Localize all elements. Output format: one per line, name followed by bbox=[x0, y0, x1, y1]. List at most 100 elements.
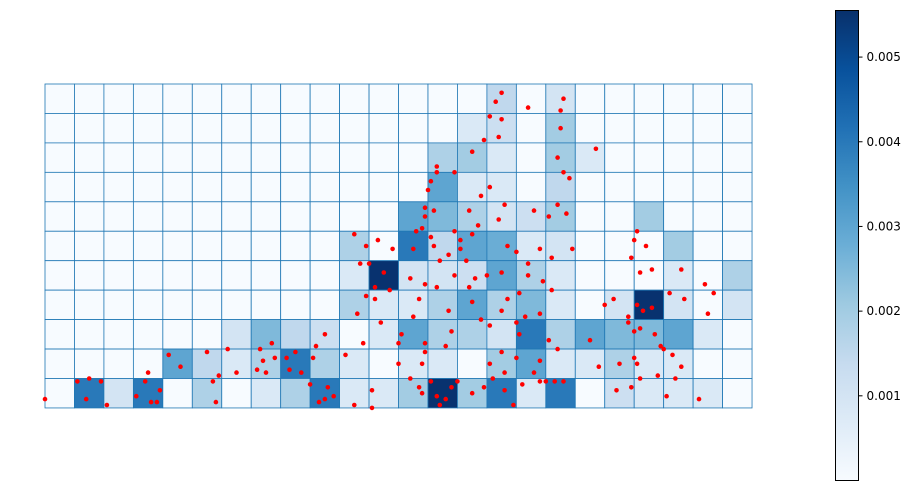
heatmap-cell bbox=[103, 113, 134, 144]
data-point bbox=[546, 337, 552, 343]
data-point bbox=[213, 399, 219, 405]
data-point bbox=[673, 376, 678, 381]
heatmap-cell bbox=[663, 260, 694, 291]
data-point bbox=[466, 284, 472, 290]
data-point bbox=[166, 352, 171, 358]
data-point bbox=[670, 352, 675, 358]
heatmap-cell bbox=[44, 378, 75, 409]
data-point bbox=[416, 296, 422, 302]
data-point bbox=[664, 393, 669, 399]
data-point bbox=[452, 273, 457, 278]
heatmap-cell bbox=[191, 230, 223, 262]
data-point bbox=[552, 379, 557, 384]
heatmap-cell bbox=[250, 171, 282, 203]
data-point bbox=[322, 396, 328, 402]
data-point bbox=[134, 393, 139, 399]
data-point bbox=[487, 114, 493, 119]
heatmap-cell bbox=[604, 142, 635, 173]
heatmap-cell bbox=[221, 378, 252, 409]
heatmap-cell bbox=[368, 378, 399, 409]
data-point bbox=[631, 329, 637, 334]
heatmap-cell bbox=[162, 289, 193, 320]
data-point bbox=[481, 385, 487, 390]
heatmap-cell bbox=[103, 201, 134, 232]
data-point bbox=[469, 149, 475, 154]
data-point bbox=[487, 184, 493, 190]
heatmap-cell bbox=[309, 83, 341, 114]
heatmap-cell bbox=[692, 83, 723, 114]
data-point bbox=[216, 373, 222, 378]
data-point bbox=[637, 376, 643, 381]
data-point bbox=[543, 379, 549, 384]
data-point bbox=[549, 287, 554, 293]
data-point bbox=[496, 134, 502, 140]
data-point bbox=[408, 376, 413, 381]
data-point bbox=[178, 364, 183, 370]
data-point bbox=[469, 390, 475, 396]
data-point bbox=[390, 246, 395, 252]
data-point bbox=[396, 340, 401, 346]
data-point bbox=[422, 205, 428, 210]
data-point bbox=[520, 382, 525, 387]
heatmap-cell bbox=[692, 260, 723, 291]
heatmap-cell bbox=[309, 171, 341, 203]
heatmap-cell bbox=[368, 348, 399, 379]
data-point bbox=[369, 405, 375, 411]
heatmap-cell bbox=[280, 83, 311, 114]
colorbar-tick-label: 0.005 bbox=[867, 50, 901, 64]
data-point bbox=[234, 370, 239, 375]
heatmap-cell bbox=[221, 113, 252, 144]
data-point bbox=[443, 343, 449, 349]
data-point bbox=[449, 385, 454, 390]
heatmap-cell bbox=[663, 230, 694, 262]
data-point bbox=[363, 293, 369, 299]
heatmap-cell bbox=[515, 260, 547, 291]
data-point bbox=[299, 370, 304, 375]
heatmap-cell bbox=[633, 142, 665, 173]
data-point bbox=[307, 382, 313, 387]
data-point bbox=[525, 261, 531, 266]
heatmap-cell bbox=[692, 201, 723, 232]
heatmap-cell bbox=[44, 230, 75, 262]
heatmap-cell bbox=[74, 319, 105, 350]
heatmap-cell bbox=[250, 378, 282, 409]
data-point bbox=[363, 243, 369, 249]
heatmap-cell bbox=[574, 201, 606, 232]
data-point bbox=[375, 237, 381, 243]
heatmap-cell bbox=[74, 230, 105, 262]
data-point bbox=[555, 155, 560, 160]
data-point bbox=[493, 99, 499, 104]
data-point bbox=[204, 349, 210, 355]
heatmap-cell bbox=[427, 348, 458, 379]
data-point bbox=[570, 246, 575, 252]
heatmap-cell bbox=[515, 113, 547, 144]
heatmap-cell bbox=[103, 171, 134, 203]
heatmap-cell bbox=[44, 201, 75, 232]
heatmap-cell bbox=[44, 260, 75, 291]
data-point bbox=[464, 258, 469, 264]
data-point bbox=[437, 402, 443, 408]
heatmap-cell bbox=[663, 83, 694, 114]
data-point bbox=[614, 388, 619, 393]
heatmap-cell bbox=[191, 201, 223, 232]
heatmap-cell bbox=[604, 113, 635, 144]
heatmap-cell bbox=[722, 348, 753, 379]
heatmap-cell bbox=[309, 348, 341, 379]
data-point bbox=[596, 364, 602, 370]
heatmap-cell bbox=[280, 289, 311, 320]
heatmap-cell bbox=[132, 319, 164, 350]
data-point bbox=[154, 399, 160, 405]
heatmap-cell bbox=[250, 142, 282, 173]
heatmap-cell bbox=[486, 171, 517, 203]
data-point bbox=[431, 243, 437, 249]
heatmap-cell bbox=[103, 260, 134, 291]
heatmap-cell bbox=[515, 142, 547, 173]
data-point bbox=[499, 90, 504, 96]
data-point bbox=[502, 388, 507, 393]
heatmap-cell bbox=[162, 201, 193, 232]
heatmap-cell bbox=[574, 319, 606, 350]
heatmap-cell bbox=[457, 319, 488, 350]
heatmap-cell bbox=[486, 142, 517, 173]
data-point bbox=[411, 246, 416, 252]
data-point bbox=[611, 296, 616, 302]
